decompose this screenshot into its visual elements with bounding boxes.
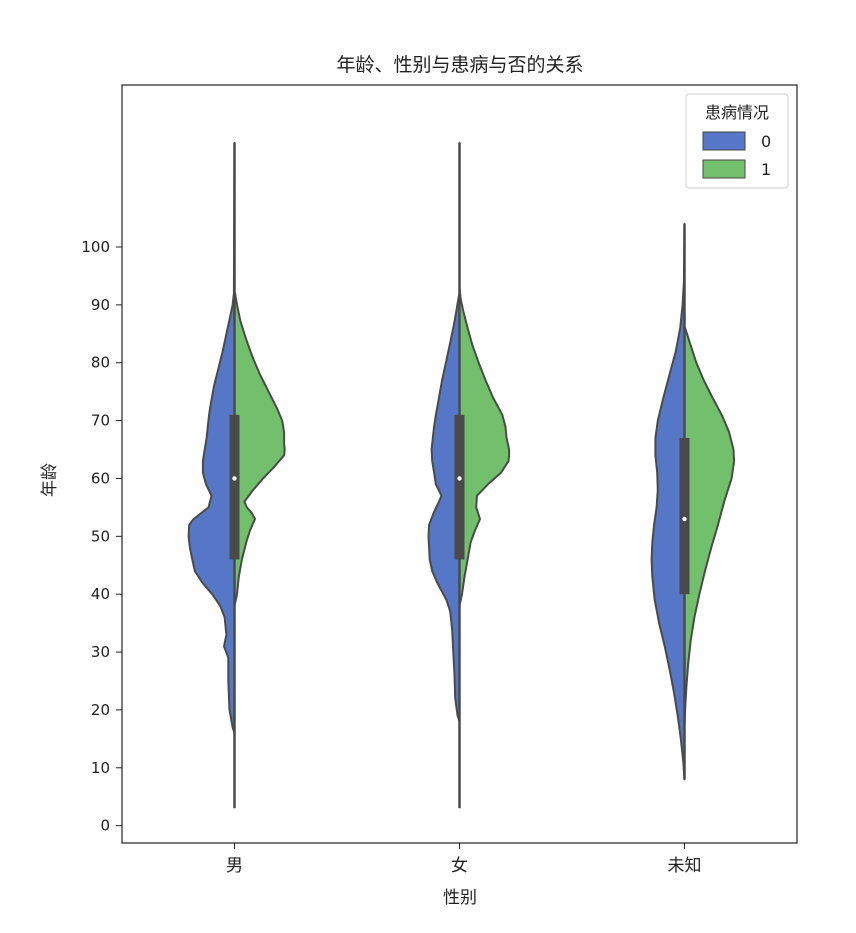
box-iqr-2	[679, 437, 690, 595]
y-tick-label: 40	[91, 585, 110, 603]
y-tick-label: 10	[91, 759, 110, 777]
x-tick-label: 男	[226, 856, 243, 876]
chart-title: 年龄、性别与患病与否的关系	[336, 54, 583, 76]
legend: 患病情况 0 1	[685, 93, 789, 189]
violin-half-0-1	[427, 141, 461, 723]
box-iqr-0	[229, 414, 240, 560]
legend-label-0: 0	[761, 132, 771, 151]
violin-half-0-2	[650, 222, 686, 781]
boxplot-group	[229, 142, 690, 809]
violin-half-0-0	[187, 141, 236, 735]
x-axis-title: 性别	[443, 888, 477, 908]
y-tick-label: 90	[91, 296, 110, 314]
violin-half-1-1	[458, 286, 511, 607]
violin-half-1-2	[683, 327, 736, 729]
box-median-2	[682, 516, 687, 522]
violin-half-1-0	[233, 292, 286, 607]
box-median-1	[457, 476, 462, 481]
x-axis: 男 女 未知	[226, 843, 702, 876]
y-tick-label: 20	[91, 701, 110, 719]
y-tick-label: 50	[91, 527, 110, 545]
legend-swatch-1	[702, 159, 746, 179]
x-tick-label: 未知	[668, 856, 702, 876]
y-tick-label: 100	[81, 238, 110, 256]
x-tick-label: 女	[451, 856, 468, 876]
legend-label-1: 1	[761, 160, 771, 179]
y-tick-label: 60	[91, 469, 110, 487]
y-axis: 0 10 20 30 40 50 60 70 80 90 100	[81, 238, 122, 835]
y-tick-label: 80	[91, 354, 110, 372]
y-axis-title: 年龄	[40, 463, 60, 497]
y-tick-label: 70	[91, 412, 110, 430]
box-iqr-1	[454, 414, 465, 560]
violin-group	[187, 141, 736, 781]
y-tick-label: 30	[91, 643, 110, 661]
y-tick-label: 0	[100, 817, 110, 835]
box-median-0	[232, 476, 237, 481]
legend-title: 患病情况	[705, 103, 769, 122]
legend-swatch-0	[702, 131, 746, 151]
